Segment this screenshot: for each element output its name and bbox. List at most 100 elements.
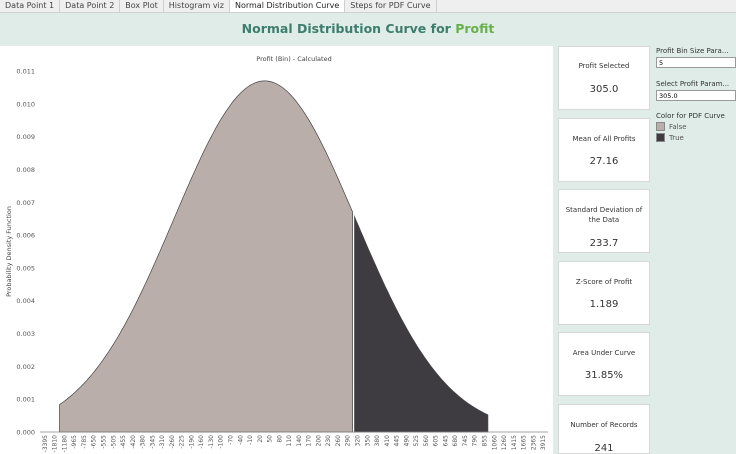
y-tick-label: 0.010 [16, 100, 35, 108]
legend-item-false[interactable]: False [656, 122, 725, 131]
stat-card-value: 241 [594, 443, 614, 454]
x-tick-label: -555 [101, 435, 108, 449]
x-tick-label: -420 [130, 435, 137, 449]
x-tick-label: 200 [315, 435, 322, 447]
x-tick-label: 230 [325, 435, 332, 447]
x-tick-label: -345 [149, 435, 156, 449]
x-tick-label: 745 [462, 435, 469, 447]
y-tick-label: 0.000 [16, 429, 35, 437]
select-profit-input[interactable] [656, 90, 736, 101]
stat-card-label: Mean of All Profits [572, 135, 636, 143]
x-tick-label: -380 [140, 435, 147, 449]
x-tick-label: -650 [91, 435, 98, 449]
tab-histogram-viz[interactable]: Histogram viz [164, 0, 230, 12]
color-legend: Color for PDF Curve False True [656, 112, 725, 142]
x-tick-label: 80 [276, 435, 283, 443]
x-tick-label: -1180 [61, 435, 68, 453]
pdf-area-true [353, 214, 489, 433]
x-tick-label: 50 [267, 435, 274, 443]
x-tick-label: -310 [159, 435, 166, 449]
y-tick-label: 0.011 [16, 68, 35, 76]
tab-bar: Data Point 1 Data Point 2 Box Plot Histogra… [0, 0, 736, 13]
stat-card-label: Z-Score of Profit [575, 278, 633, 286]
stat-card-label: Area Under Curve [572, 349, 636, 357]
pdf-chart[interactable]: Profit (Bin) - Calculated Probability Den… [0, 46, 553, 454]
x-tick-label: 380 [374, 435, 381, 447]
legend-item-true[interactable]: True [656, 133, 725, 142]
title-accent: Profit [455, 21, 495, 36]
stat-card-value: 305.0 [589, 84, 619, 95]
y-tick-label: 0.006 [16, 232, 35, 240]
pdf-area-false [59, 80, 353, 433]
x-tick-label: 3915 [540, 435, 547, 450]
x-tick-label: -100 [218, 435, 225, 449]
x-tick-label: 645 [442, 435, 449, 447]
y-tick-label: 0.005 [16, 264, 35, 272]
x-tick-label: 2365 [530, 435, 537, 450]
x-tick-label: 260 [335, 435, 342, 447]
stat-card: Standard Deviation of the Data 233.7 [558, 189, 650, 253]
x-tick-label: -455 [120, 435, 127, 449]
x-tick-label: 350 [364, 435, 371, 447]
x-tick-label: 410 [384, 435, 391, 447]
bin-size-param: Profit Bin Size Para... [656, 47, 736, 68]
stat-card-label: Profit Selected [578, 62, 630, 70]
stat-card: Profit Selected 305.0 [558, 46, 650, 110]
x-tick-label: 1665 [521, 435, 528, 450]
x-tick-label: -965 [71, 435, 78, 449]
stat-card-value: 27.16 [589, 156, 619, 167]
x-tick-label: -160 [198, 435, 205, 449]
x-tick-label: 855 [482, 435, 489, 447]
chart-title: Profit (Bin) - Calculated [256, 55, 331, 63]
y-tick-label: 0.003 [16, 330, 35, 338]
pdf-chart-svg[interactable]: Profit (Bin) - Calculated Probability Den… [0, 46, 553, 454]
bin-size-title: Profit Bin Size Para... [656, 47, 729, 55]
x-tick-label: -1810 [52, 435, 59, 453]
legend-label-true: True [669, 133, 684, 142]
x-tick-label: 1415 [511, 435, 518, 450]
x-tick-label: -40 [237, 435, 244, 445]
x-tick-label: 560 [423, 435, 430, 447]
x-tick-label: -10 [247, 435, 254, 445]
x-tick-label: 490 [403, 435, 410, 447]
x-tick-label: -260 [169, 435, 176, 449]
select-profit-param: Select Profit Param... [656, 80, 736, 101]
x-tick-label: 320 [355, 435, 362, 447]
stat-card-value: 1.189 [589, 299, 619, 310]
tab-data-point-2[interactable]: Data Point 2 [60, 0, 121, 12]
x-tick-label: 1260 [501, 435, 508, 450]
x-tick-label: -130 [208, 435, 215, 449]
x-tick-label: 290 [345, 435, 352, 447]
x-tick-label: 790 [472, 435, 479, 447]
x-tick-label: 110 [286, 435, 293, 447]
title-prefix: Normal Distribution Curve for [241, 21, 456, 36]
color-legend-title: Color for PDF Curve [656, 112, 725, 120]
x-tick-label: 170 [306, 435, 313, 447]
stat-card-label: Standard Deviation of the Data [565, 206, 643, 224]
x-tick-label: 445 [394, 435, 401, 447]
y-tick-label: 0.008 [16, 166, 35, 174]
legend-label-false: False [669, 122, 687, 131]
x-tick-label: -3395 [42, 435, 49, 453]
tab-box-plot[interactable]: Box Plot [120, 0, 164, 12]
y-tick-label: 0.007 [16, 199, 35, 207]
stat-card: Mean of All Profits 27.16 [558, 118, 650, 182]
y-tick-label: 0.009 [16, 133, 35, 141]
stat-card: Area Under Curve 31.85% [558, 332, 650, 396]
y-axis-label: Probability Density Function [5, 206, 13, 297]
x-tick-label: 525 [413, 435, 420, 447]
tab-steps-for-pdf-curve[interactable]: Steps for PDF Curve [345, 0, 437, 12]
x-tick-label: 20 [257, 435, 264, 443]
x-tick-label: -190 [188, 435, 195, 449]
legend-swatch-true [656, 133, 665, 142]
tab-normal-distribution-curve[interactable]: Normal Distribution Curve [229, 0, 346, 12]
bin-size-input[interactable] [656, 57, 736, 68]
stat-card-value: 233.7 [589, 238, 619, 249]
select-profit-title: Select Profit Param... [656, 80, 730, 88]
y-tick-label: 0.002 [16, 363, 35, 371]
x-tick-label: 605 [433, 435, 440, 447]
y-tick-label: 0.001 [16, 396, 35, 404]
tab-data-point-1[interactable]: Data Point 1 [0, 0, 61, 12]
x-tick-label: -225 [179, 435, 186, 449]
legend-swatch-false [656, 122, 665, 131]
